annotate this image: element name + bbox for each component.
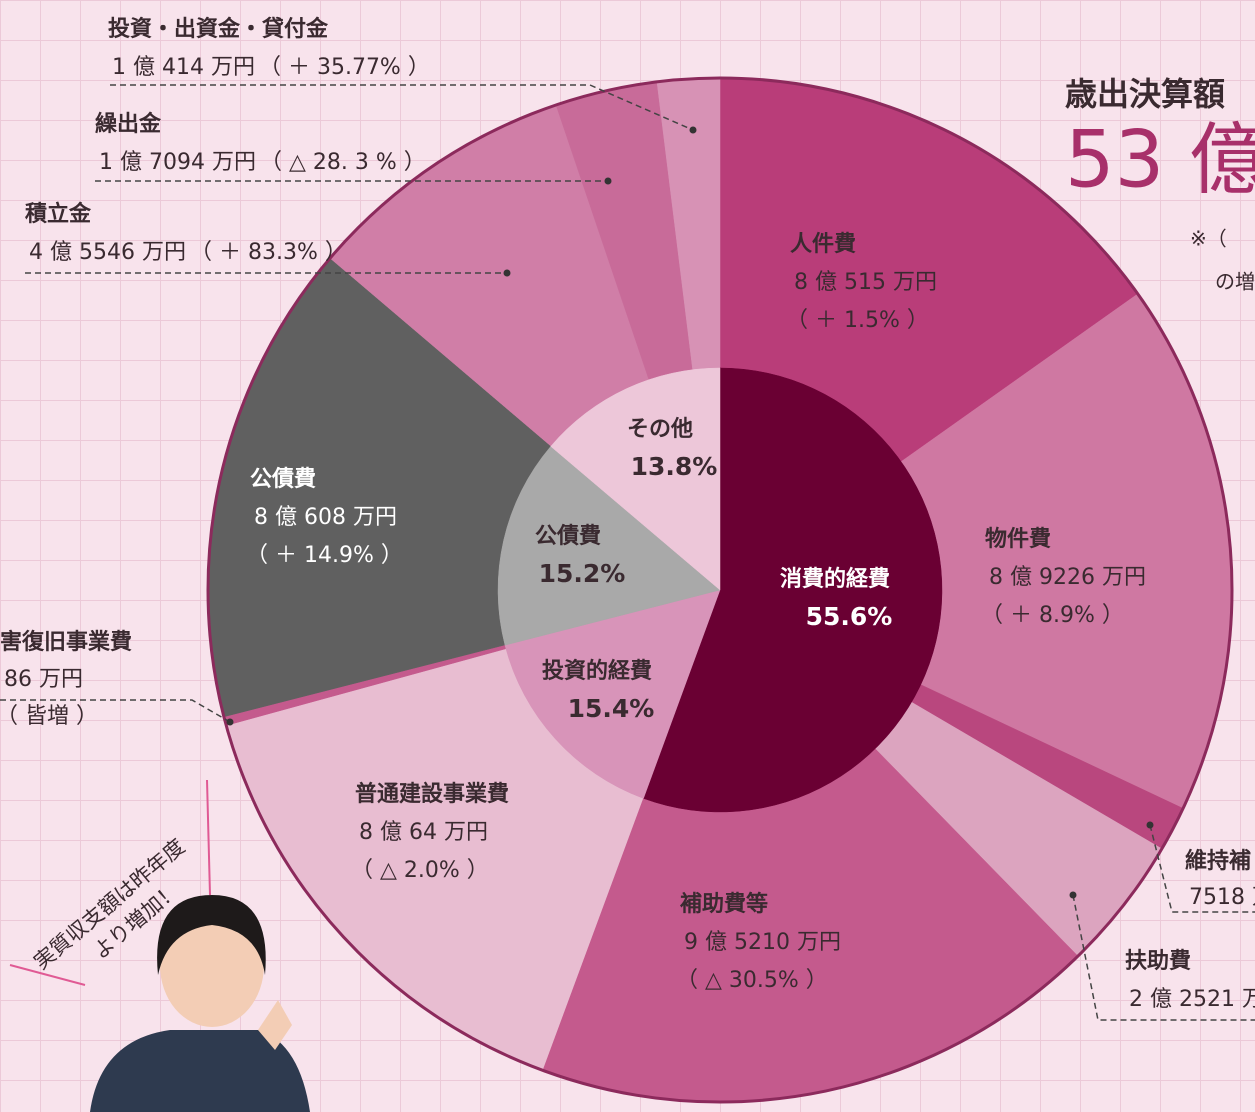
inner-name: その他	[627, 417, 693, 442]
labels: 人件費 8 億 515 万円 （ ＋ 1.5% ） 物件費 8 億 9226 万円 （ ＋…	[0, 16, 1255, 1021]
amount-label: 8 億 608 万円	[254, 505, 397, 530]
inner-slice	[504, 589, 721, 799]
inner-name: 消費的経費	[780, 566, 890, 592]
leader-line	[1072, 894, 1255, 1021]
change-label: （ ＋ 83.3% ）	[190, 240, 347, 265]
inner-value: 13.8%	[631, 452, 718, 481]
leader-dot	[1069, 891, 1077, 899]
change-label: （ △ 2.0% ）	[351, 858, 489, 883]
amount-label: 86 万円	[4, 667, 83, 692]
total-label: 53 億	[1065, 115, 1255, 205]
segment-name: 扶助費	[1125, 949, 1191, 974]
change-label: （ ＋ 14.9% ）	[246, 543, 403, 568]
leader-line	[110, 84, 694, 131]
segment-name: 投資・出資金・貸付金	[108, 16, 329, 42]
change-label: （ ＋ 8.9% ）	[981, 603, 1124, 628]
change-label: （ ＋ 35.77% ）	[259, 55, 430, 80]
segment-name: 物件費	[985, 526, 1051, 552]
leader-line	[1149, 824, 1255, 913]
change-label: （ △ 28. 3 % ）	[260, 150, 426, 175]
outer-border	[206, 76, 1234, 1104]
change-label: （ 皆増 ）	[0, 704, 98, 729]
inner-value: 55.6%	[806, 602, 893, 631]
inner-name: 公債費	[535, 524, 601, 549]
segment-name: 補助費等	[679, 891, 768, 917]
segment-name: 積立金	[25, 201, 92, 227]
inner-value: 15.2%	[539, 559, 626, 588]
segment-name: 繰出金	[95, 111, 162, 137]
amount-label: 1 億 7094 万円	[99, 150, 256, 175]
accent-line	[9, 964, 86, 986]
change-label: （ △ 30.5% ）	[676, 968, 828, 993]
amount-label: 8 億 9226 万円	[989, 565, 1146, 590]
inner-slice	[550, 367, 721, 591]
amount-label: 2 億 2521 万	[1129, 987, 1255, 1012]
leader-dot	[689, 126, 697, 134]
amount-label: 9 億 5210 万円	[684, 930, 841, 955]
amount-label: 8 億 64 万円	[359, 820, 488, 845]
amount-label: 4 億 5546 万円	[29, 240, 186, 265]
leader-dot	[503, 269, 511, 277]
inner-value: 15.4%	[568, 694, 655, 723]
leader-dot	[604, 177, 612, 185]
person-illustration	[90, 895, 310, 1112]
pie	[206, 76, 1234, 1104]
accent-line	[206, 779, 211, 896]
note: の増	[1215, 270, 1255, 294]
leader-line	[0, 699, 231, 723]
segment-name: 維持補	[1185, 848, 1251, 874]
segment-name: 害復旧事業費	[0, 629, 132, 655]
inner-slice	[643, 367, 943, 813]
note: ※（	[1190, 227, 1227, 251]
amount-label: 7518 万	[1189, 885, 1255, 910]
leader-dot	[226, 718, 234, 726]
amount-label: 8 億 515 万円	[794, 270, 937, 295]
inner-slice	[497, 446, 721, 646]
segment-name: 人件費	[790, 232, 856, 257]
leader-dot	[1146, 821, 1154, 829]
change-label: （ ＋ 1.5% ）	[786, 308, 929, 333]
segment-name: 普通建設事業費	[355, 781, 509, 807]
segment-name: 公債費	[250, 467, 316, 492]
inner-name: 投資的経費	[542, 658, 652, 684]
amount-label: 1 億 414 万円	[112, 55, 255, 80]
chart-title: 歳出決算額	[1065, 75, 1225, 113]
